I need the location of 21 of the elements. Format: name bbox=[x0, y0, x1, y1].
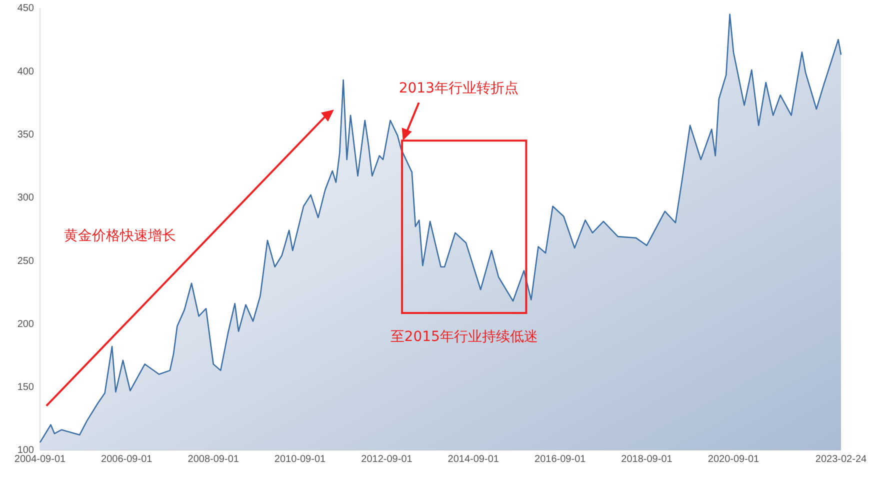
y-tick-label: 200 bbox=[17, 318, 34, 330]
x-tick-label: 2008-09-01 bbox=[188, 454, 240, 466]
x-tick-label: 2012-09-01 bbox=[361, 454, 413, 466]
y-tick-label: 150 bbox=[17, 382, 34, 394]
x-tick-label: 2004-09-01 bbox=[14, 454, 66, 466]
x-tick-label: 2014-09-01 bbox=[448, 454, 500, 466]
annotation: 至2015年行业持续低迷 bbox=[390, 328, 538, 345]
annotation: 2013年行业转折点 bbox=[398, 80, 518, 97]
x-tick-label: 2010-09-01 bbox=[274, 454, 326, 466]
y-tick-label: 100 bbox=[17, 445, 34, 456]
y-tick-label: 250 bbox=[17, 256, 34, 267]
y-tick-label: 300 bbox=[17, 192, 34, 204]
x-tick-label: 2006-09-01 bbox=[101, 454, 153, 466]
y-tick-label: 450 bbox=[17, 3, 34, 14]
x-tick-label: 2023-02-24 bbox=[815, 454, 868, 466]
x-tick-label: 2018-09-01 bbox=[621, 454, 673, 466]
annotation: 黄金价格快速增长 bbox=[64, 228, 176, 244]
y-tick-label: 350 bbox=[17, 129, 34, 140]
x-tick-label: 2020-09-01 bbox=[708, 454, 760, 466]
y-tick-label: 400 bbox=[17, 66, 34, 78]
x-tick-label: 2016-09-01 bbox=[534, 454, 586, 466]
